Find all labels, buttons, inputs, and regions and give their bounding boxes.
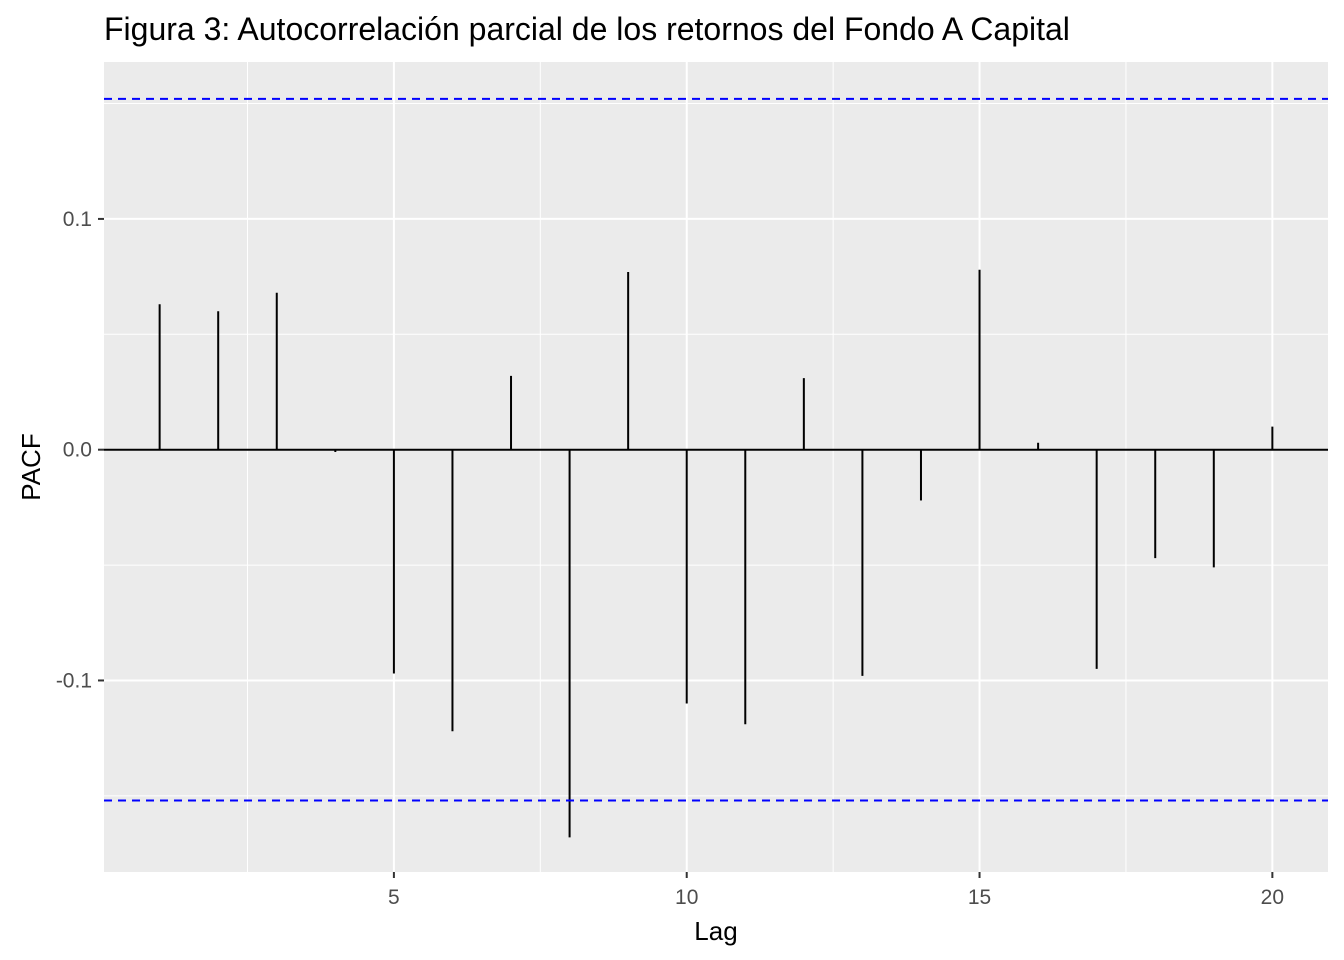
minor-gridlines [104,62,1328,872]
y-axis-ticks: -0.1 0.0 0.1 [56,208,104,692]
confidence-lines [104,97,1328,802]
pacf-bars [104,269,1328,838]
x-axis-title: Lag [694,916,737,946]
x-tick-label: 10 [675,886,698,909]
x-tick-label: 5 [388,886,400,909]
x-tick-label: 20 [1261,886,1284,909]
y-axis-title: PACF [16,433,46,500]
chart-title: Figura 3: Autocorrelación parcial de los… [104,11,1070,47]
x-axis-ticks: 5 10 15 20 [388,872,1284,909]
x-tick-label: 15 [968,886,991,909]
y-tick-label: -0.1 [56,669,92,692]
plot-panel [104,62,1328,872]
y-tick-label: 0.0 [63,439,92,462]
y-tick-label: 0.1 [63,208,92,231]
